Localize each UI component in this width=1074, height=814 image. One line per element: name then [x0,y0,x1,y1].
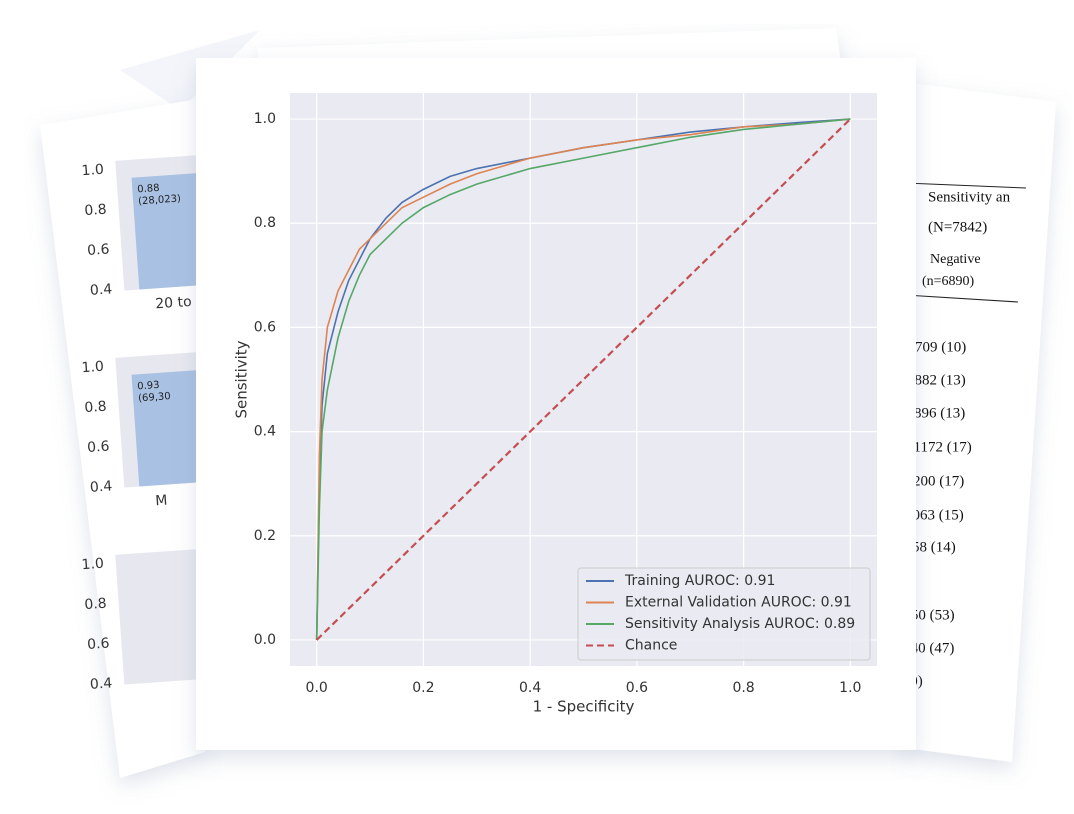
mini-bar [131,172,215,290]
roc-line [315,118,851,640]
right-table: Sensitivity an (N=7842) Negative (n=6890) 70… [904,182,1027,689]
table-header: (N=7842) [928,219,987,235]
mini-chart: 1.0 0.8 0.6 0.4 [81,548,215,693]
table-cell: 58 (14) [912,539,956,555]
table-cell: 709 (10) [915,339,966,355]
mini-chart: 1.0 0.8 0.6 0.4 0.88(28,023) 20 to [81,154,215,312]
mini-category: 20 to [155,294,192,312]
mini-tick-label: 0.4 [89,675,112,693]
legend-box [577,567,871,661]
y-tick-label: 0.6 [254,319,276,335]
mini-bar-value: 0.88 [137,183,160,196]
x-tick-label: 0.0 [306,680,328,696]
table-cell: 063 (15) [913,507,964,523]
legend-label: Training AUROC: 0.91 [624,573,775,589]
left-panels: 1.0 0.8 0.6 0.4 0.88(28,023) 20 to 1.0 0.8 0.6 0.… [81,154,215,693]
mini-bar-value: 0.93 [137,380,160,393]
mini-chart: 1.0 0.8 0.6 0.4 0.93(69,30 M [81,351,215,510]
roc-line [315,118,852,641]
mini-tick-label: 1.0 [81,359,104,377]
x-tick-label: 1.0 [839,680,861,696]
mini-tick-label: 0.6 [87,241,110,259]
y-tick-label: 0.8 [254,215,276,231]
table-cell: 882 (13) [915,372,966,388]
x-tick-label: 0.6 [626,680,648,696]
y-tick-label: 0.4 [254,424,276,440]
y-tick-label: 1.0 [254,111,276,127]
roc-line [315,118,851,640]
mini-category: M [155,493,168,510]
roc-line [315,118,851,640]
mini-tick-label: 0.4 [89,478,112,496]
y-tick-label: 0.2 [254,528,276,544]
mini-tick-label: 0.4 [89,281,112,299]
table-rule [904,182,1027,189]
table-header: Sensitivity an [928,189,1011,205]
legend-label: Sensitivity Analysis AUROC: 0.89 [625,616,855,632]
mini-tick-label: 0.6 [87,438,110,456]
mini-tick-label: 1.0 [81,556,104,574]
table-cell: 200 (17) [913,473,964,489]
legend-label: Chance [625,638,677,654]
y-tick-label: 0.0 [254,632,276,648]
x-tick-label: 0.2 [412,680,434,696]
x-tick-label: 0.4 [519,680,541,696]
x-axis-label: 1 - Specificity [533,698,635,716]
mini-bar [131,369,215,487]
mini-tick-label: 0.6 [87,635,110,653]
mini-tick-label: 1.0 [81,162,104,180]
table-cell: 896 (13) [914,405,965,421]
table-cell: 1172 (17) [914,439,972,455]
mini-bar-count: (28,023) [138,193,182,207]
table-cell: 40 (47) [911,640,955,656]
table-header: Negative [930,252,981,267]
table-rule [904,294,1019,303]
backdrop [120,30,260,110]
legend-label: External Validation AUROC: 0.91 [625,595,852,611]
mini-plot-bg [115,548,215,685]
mini-tick-label: 0.8 [84,596,107,614]
table-header: (n=6890) [922,274,975,289]
mini-tick-label: 0.8 [84,202,107,220]
x-tick-label: 0.8 [732,680,754,696]
mini-tick-label: 0.8 [84,399,107,417]
mini-bar-count: (69,30 [138,391,171,404]
y-axis-label: Sensitivity [233,340,251,418]
paper-right [905,82,1056,762]
chart: 0.0 0.2 0.4 0.6 0.8 1.0 0.0 0.2 0.4 0.6 0.8 1.0 1 - … [233,93,877,716]
table-cell: 50 (53) [911,607,955,623]
